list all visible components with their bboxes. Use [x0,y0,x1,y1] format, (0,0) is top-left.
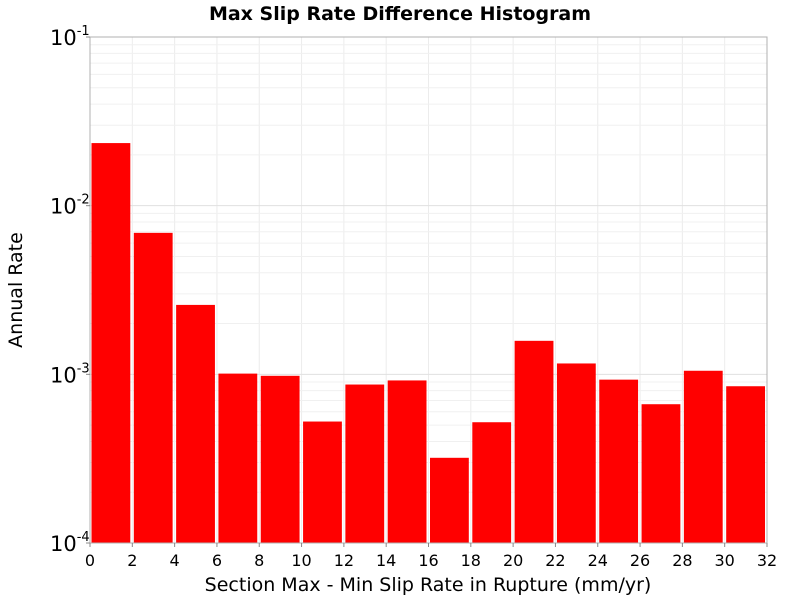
x-tick-label: 10 [291,551,311,570]
histogram-bar [91,143,131,543]
x-tick-label: 12 [334,551,354,570]
y-tick-label: 10-3 [50,361,90,387]
x-tick-label: 28 [672,551,692,570]
x-axis-ticks: 0 2 4 6 8 10 12 14 16 18 20 22 24 26 28 30 32 [85,543,777,570]
histogram-bar [726,386,765,543]
x-tick-label: 32 [757,551,777,570]
histogram-bar [641,404,681,543]
x-tick-label: 24 [588,551,608,570]
y-axis-ticks: 10-4 10-3 10-2 10-1 [50,24,90,556]
x-tick-label: 14 [376,551,396,570]
y-tick-label: 10-2 [50,193,90,219]
histogram-bar [303,421,342,543]
x-tick-label: 8 [254,551,264,570]
histogram-bar [472,422,512,543]
histogram-bar [345,384,385,543]
y-axis-label: Annual Rate [5,232,27,348]
x-tick-label: 30 [715,551,735,570]
bars [91,143,765,543]
x-axis-label: Section Max - Min Slip Rate in Rupture (… [205,574,652,596]
histogram-bar [599,379,639,543]
histogram-bar [683,370,723,543]
histogram-bar [556,363,596,543]
y-tick-label: 10-1 [50,24,90,50]
histogram-bar [514,340,554,543]
histogram-bar [387,380,427,543]
histogram-bar [260,375,300,543]
x-tick-label: 6 [212,551,222,570]
histogram-bar [430,457,469,543]
chart-title: Max Slip Rate Difference Histogram [209,3,591,25]
x-tick-label: 2 [127,551,137,570]
histogram-bar [133,232,173,543]
x-tick-label: 0 [85,551,95,570]
histogram-bar [218,373,258,543]
x-tick-label: 4 [170,551,180,570]
x-tick-label: 18 [461,551,481,570]
x-tick-label: 22 [545,551,565,570]
y-tick-label: 10-4 [50,530,90,556]
x-tick-label: 26 [630,551,650,570]
x-tick-label: 20 [503,551,523,570]
histogram-bar [176,304,215,543]
x-tick-label: 16 [418,551,438,570]
